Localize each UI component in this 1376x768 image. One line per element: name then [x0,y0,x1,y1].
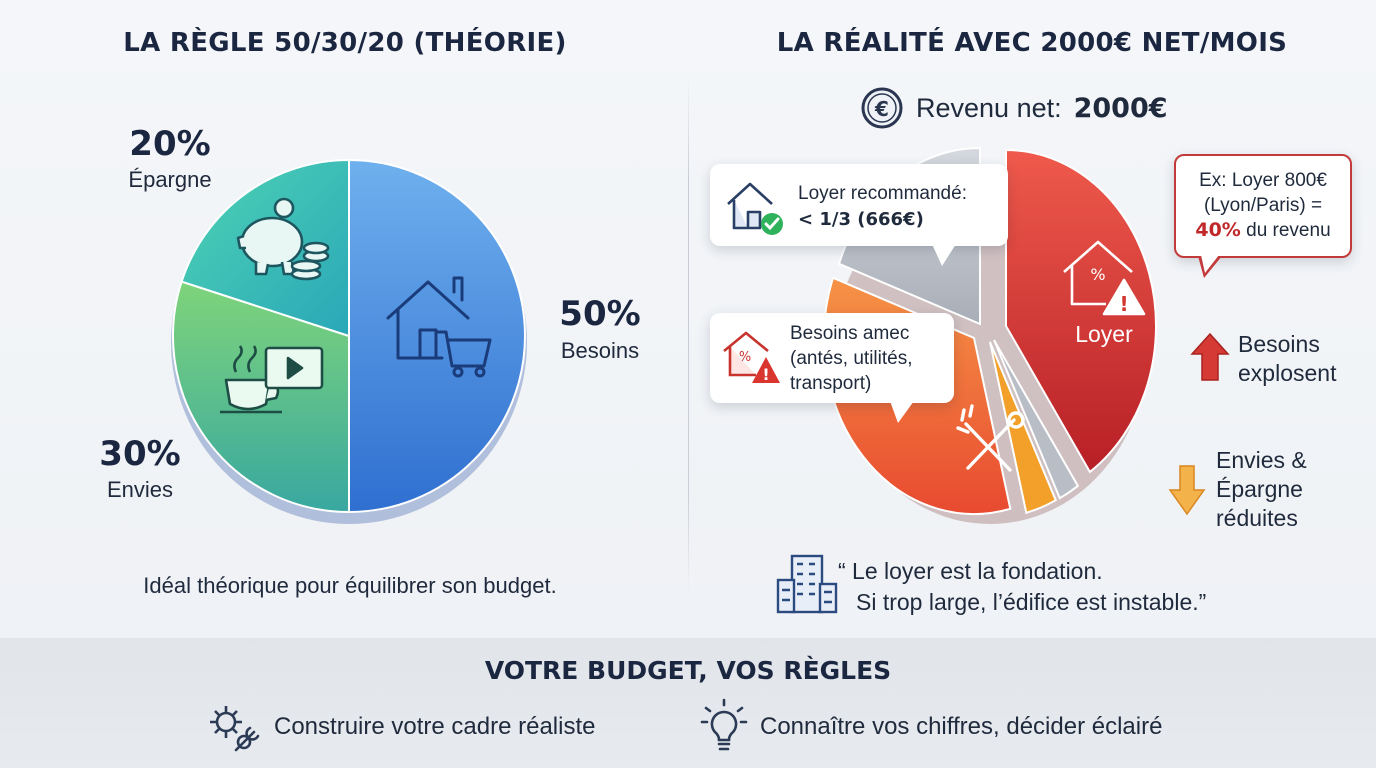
wants-label: Envies [106,477,174,502]
euro-coin-icon: € [861,87,903,129]
svg-text:€: € [874,97,889,121]
rent-example-line1: Ex: Loyer 800€ [1199,170,1327,191]
house-warning-icon: % ! [1063,240,1146,316]
needs-bubble-line2: (antés, utilités, [790,348,913,369]
footer-title: VOTRE BUDGET, VOS RÈGLES [484,656,892,685]
footer-item-framework-text: Construire votre cadre réaliste [274,713,596,740]
needs-explode-line2: explosent [1238,360,1337,386]
wants-percentage: 30% [99,434,181,474]
savings-label: Épargne [128,167,212,192]
grey-small-slice [993,339,1080,500]
coffee-video-icon [220,345,324,414]
revenue-label: Revenu net: [916,92,1062,123]
theory-caption: Idéal théorique pour équilibrer son budg… [143,573,557,598]
foundation-quote: “ Le loyer est la fondation. Si trop lar… [838,556,1206,618]
savings-percentage: 20% [129,124,211,164]
utensils-wrench-icon [956,404,1025,472]
svg-text:!: ! [1119,292,1128,316]
needs-bubble: % ! Besoins amec (antés, utilités, trans… [710,313,954,423]
net-revenue: € Revenu net: 2000€ [860,86,1168,130]
quote-line2: Si trop large, l’édifice est instable.” [856,589,1207,615]
rent-example-line3: 40% du revenu [1176,218,1350,243]
right-section-title: LA RÉALITÉ AVEC 2000€ NET/MOIS [776,28,1288,58]
footer-item-framework: Construire votre cadre réaliste [204,706,596,752]
house-percent-warning-icon: % ! [723,331,780,384]
footer-band [0,638,1376,768]
up-arrow-icon [1190,332,1230,381]
building-icon [776,554,838,614]
needs-bubble-line1: Besoins amec [790,323,910,344]
rent-slice-label: Loyer [1075,321,1133,347]
wants-reduced-line2: Épargne [1216,476,1303,502]
needs-bubble-line3: transport) [790,373,872,394]
svg-text:!: ! [762,365,769,384]
needs-percentage: 50% [559,294,641,334]
footer-item-numbers: Connaître vos chiffres, décider éclairé [700,698,1163,751]
rent-share-value: 40% [1195,219,1241,241]
recommended-rent-line2: < 1/3 (666€) [798,209,924,230]
rent-example-line2: (Lyon/Paris) = [1203,195,1323,216]
gears-icon [210,706,260,752]
rent-slice [1005,148,1157,474]
needs-explode-line1: Besoins [1238,331,1320,357]
house-check-icon [727,182,783,235]
piggy-bank-icon [236,197,330,281]
recommended-rent-bubble: Loyer recommandé: < 1/3 (666€) [710,164,1008,266]
rent-share-text: du revenu [1240,220,1331,241]
down-arrow-icon [1168,465,1206,516]
wants-reduced-line1: Envies & [1216,447,1307,473]
svg-text:%: % [1090,265,1105,284]
rent-example-bubble: Ex: Loyer 800€ (Lyon/Paris) = 40% du rev… [1174,154,1352,278]
footer-item-numbers-text: Connaître vos chiffres, décider éclairé [760,713,1163,740]
vertical-divider [688,75,689,595]
quote-line1: “ Le loyer est la fondation. [838,558,1103,584]
needs-explode-label: Besoins explosent [1238,330,1336,388]
wants-reduced-line3: réduites [1216,505,1298,531]
svg-text:%: % [739,350,751,365]
lightbulb-icon [700,698,748,751]
revenue-value: 2000€ [1073,92,1168,124]
wants-reduced-label: Envies & Épargne réduites [1216,446,1307,533]
recommended-rent-line1: Loyer recommandé: [798,183,967,204]
savings-small-slice [989,341,1058,515]
left-section-title: LA RÈGLE 50/30/20 (THÉORIE) [123,28,567,58]
needs-label: Besoins [560,338,640,363]
house-cart-icon [386,276,492,378]
